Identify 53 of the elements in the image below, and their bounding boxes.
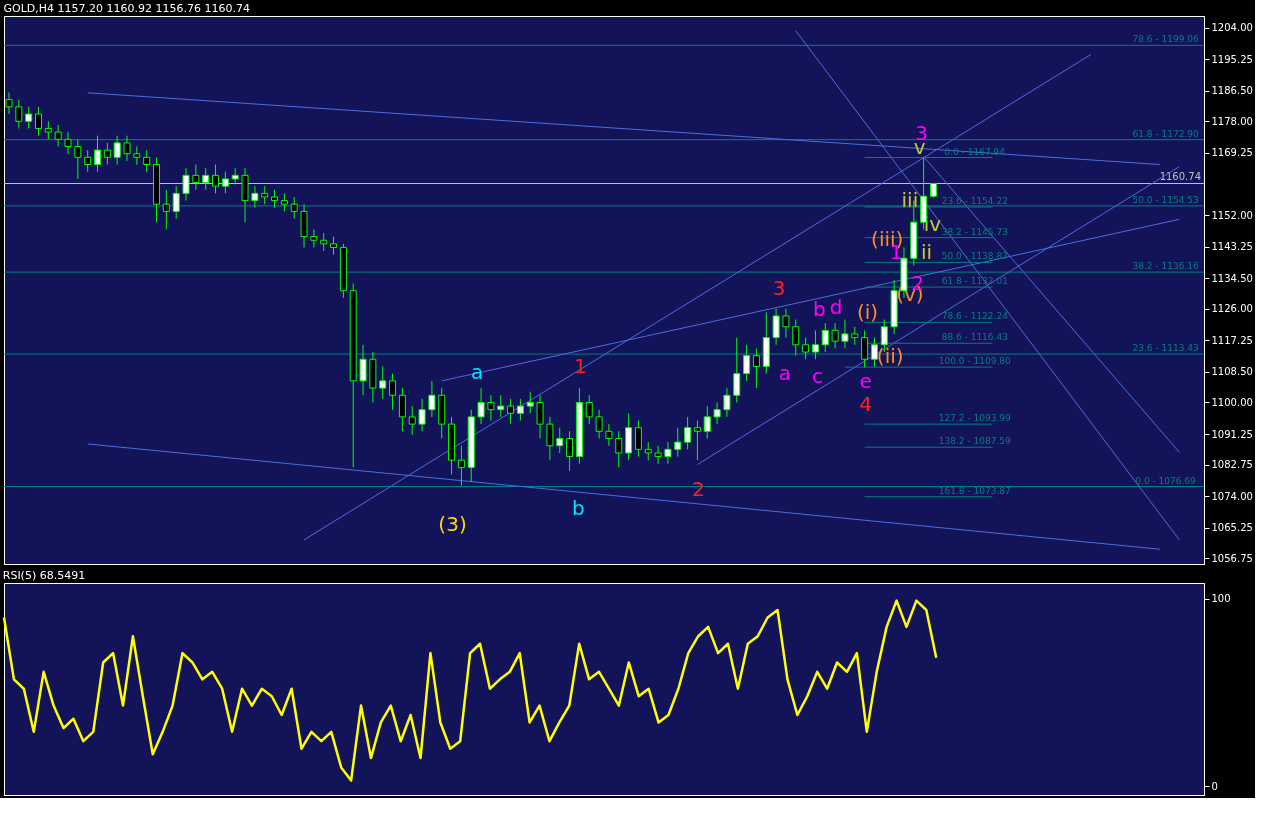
- annotation: 78.6 - 1122.24: [941, 311, 1009, 322]
- annotation: iii: [901, 187, 919, 212]
- annotation: 2: [692, 477, 705, 502]
- annotation: 88.6 - 1116.43: [941, 332, 1008, 343]
- y-tick-label: 1169.25: [1211, 147, 1253, 159]
- y-tick-label: 1152.00: [1211, 209, 1253, 221]
- y-tick-label: 1108.50: [1211, 366, 1253, 378]
- annotation: 4: [859, 392, 872, 417]
- annotation: (ii): [876, 344, 904, 369]
- annotation: 50.0 - 1138.87: [941, 251, 1008, 262]
- annotation: 61.8 - 1172.90: [1132, 128, 1199, 139]
- annotation: 50.0 - 1154.53: [1132, 194, 1199, 205]
- y-tick-label: 1082.75: [1211, 459, 1253, 471]
- annotation: e: [859, 368, 872, 393]
- y-tick-label: 1204.00: [1211, 22, 1253, 34]
- annotation: 3: [772, 276, 786, 301]
- annotation: 23.6 - 1113.43: [1132, 343, 1199, 354]
- annotation: 138.2 - 1087.59: [938, 436, 1012, 447]
- annotation: ii: [921, 239, 933, 264]
- annotation: a: [471, 359, 484, 384]
- ref-line-label: 1160.74: [1159, 170, 1201, 182]
- annotation: c: [811, 364, 823, 389]
- y-tick-label: 1074.00: [1211, 490, 1253, 502]
- annotation: 127.2 - 1093.99: [938, 413, 1012, 424]
- y-tick-label: 1117.25: [1211, 334, 1253, 346]
- chart-title: GOLD,H4 1157.20 1160.92 1156.76 1160.74: [3, 2, 250, 15]
- y-tick-label: 1195.25: [1211, 53, 1253, 65]
- y-tick-label: 1178.00: [1211, 115, 1253, 127]
- annotation: a: [778, 361, 792, 386]
- annotation: 38.2 - 1136.16: [1132, 261, 1199, 272]
- annotation: 78.6 - 1199.06: [1132, 34, 1199, 45]
- annotation: 1: [574, 353, 587, 378]
- annotation: b: [572, 496, 585, 521]
- annotation: 100.0 - 1109.80: [938, 356, 1012, 367]
- y-tick-label: 1100.00: [1211, 396, 1253, 408]
- annotation: (i): [856, 299, 879, 324]
- annotation: 161.8 - 1073.87: [938, 485, 1011, 496]
- y-tick-label: 1126.00: [1211, 303, 1253, 315]
- annotation: b: [813, 297, 826, 322]
- y-tick-label: 1186.50: [1211, 85, 1253, 97]
- y-tick-label: 1143.25: [1211, 241, 1253, 253]
- y-tick-label: 1091.25: [1211, 428, 1253, 440]
- y-tick-label: 1134.50: [1211, 272, 1253, 284]
- y-tick-label: 0: [1211, 780, 1218, 792]
- y-tick-label: 1065.25: [1211, 522, 1253, 534]
- annotation: (3): [438, 512, 467, 537]
- annotation: 23.6 - 1154.22: [941, 196, 1008, 207]
- annotation: d: [829, 295, 843, 320]
- y-tick-label: 100: [1211, 593, 1231, 605]
- chart-title: RSI(5) 68.5491: [2, 569, 86, 582]
- y-tick-label: 1056.75: [1211, 552, 1253, 564]
- annotation: 0.0 - 1076.69: [1135, 475, 1197, 486]
- annotation: iv: [923, 211, 942, 236]
